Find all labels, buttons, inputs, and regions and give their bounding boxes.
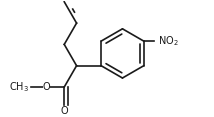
Text: O: O	[43, 82, 50, 92]
Text: O: O	[60, 106, 68, 116]
Text: CH$_3$: CH$_3$	[9, 80, 29, 94]
Text: NO$_2$: NO$_2$	[158, 34, 179, 48]
